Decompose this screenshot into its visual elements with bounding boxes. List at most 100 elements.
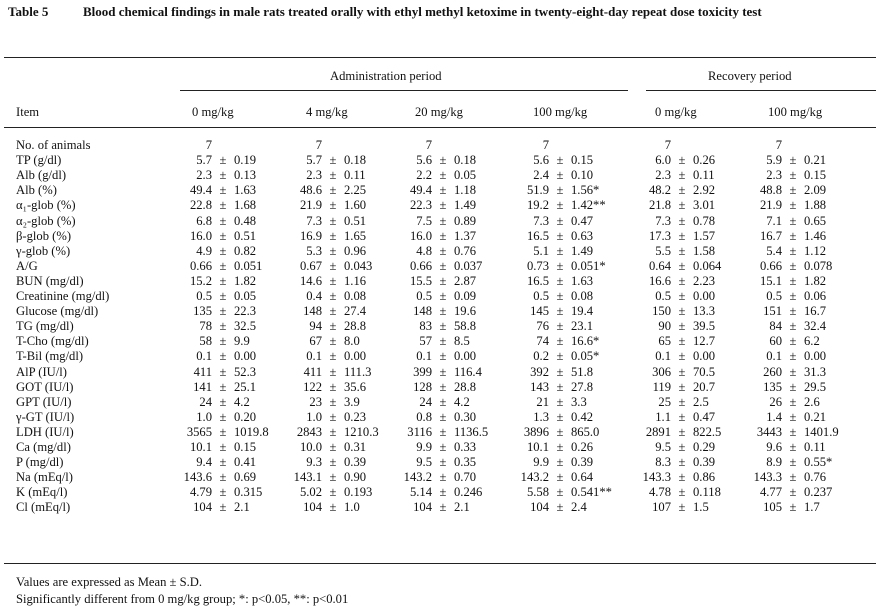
- cell-mean: 9.5: [416, 455, 432, 470]
- row-item-label: Na (mEq/l): [16, 470, 74, 485]
- row-item-label: No. of animals: [16, 138, 91, 152]
- cell-plus-minus: ±: [439, 168, 447, 183]
- cell-mean: 0.66: [759, 258, 782, 273]
- cell-sd: 0.246: [454, 485, 483, 500]
- cell-sd: 0.043: [344, 258, 373, 273]
- cell-mean: 1.1: [655, 409, 671, 424]
- table-row: No. of animals 7 7 7 7 7 7: [0, 138, 881, 153]
- cell-sd: 0.89: [454, 213, 477, 228]
- cell-sd: 1.88: [804, 198, 827, 213]
- cell-mean: 2.3: [655, 168, 671, 183]
- cell-sd: 27.8: [571, 379, 594, 394]
- cell-sd: 0.90: [344, 470, 367, 485]
- cell-sd: 19.6: [454, 304, 477, 319]
- table-row: γ-glob (%) 4.9 ±0.82 5.3 ±0.96 4.8 ±0.76 5.1 ±1.…: [0, 244, 881, 259]
- cell-sd: 16.6*: [571, 334, 600, 349]
- cell-sd: 822.5: [693, 424, 722, 439]
- cell-plus-minus: ±: [439, 319, 447, 334]
- cell-plus-minus: ±: [556, 334, 564, 349]
- cell-plus-minus: ±: [678, 485, 686, 500]
- cell-plus-minus: ±: [789, 183, 797, 198]
- cell-mean: 411: [303, 364, 322, 379]
- cell-sd: 0.00: [344, 349, 367, 364]
- cell-sd: 0.70: [454, 470, 477, 485]
- cell-sd: 0.315: [234, 485, 263, 500]
- cell-sd: 27.4: [344, 304, 367, 319]
- cell-sd: 2.6: [804, 394, 820, 409]
- cell-plus-minus: ±: [219, 198, 227, 213]
- cell-sd: 0.05*: [571, 349, 600, 364]
- cell-sd: 0.00: [693, 289, 716, 303]
- col-header-admin-20: 20 mg/kg: [415, 105, 463, 119]
- cell-mean: 8.3: [655, 455, 671, 470]
- col-header-admin-100: 100 mg/kg: [533, 105, 588, 119]
- table-row: T-Bil (mg/dl) 0.1 ±0.00 0.1 ±0.00 0.1 ±0.00 0.2…: [0, 349, 881, 364]
- cell-plus-minus: ±: [556, 153, 564, 168]
- cell-mean: 135: [193, 304, 212, 319]
- cell-mean: 141: [193, 379, 212, 394]
- cell-mean: 1.3: [533, 409, 549, 424]
- cell-plus-minus: ±: [678, 364, 686, 379]
- cell-mean: 104: [193, 500, 212, 515]
- cell-sd: 0.19: [234, 153, 257, 168]
- cell-mean: 4.78: [648, 485, 671, 500]
- cell-mean: 9.4: [196, 455, 212, 470]
- header-rule: [4, 127, 876, 128]
- cell-mean: 7: [664, 138, 671, 152]
- cell-sd: 4.2: [234, 394, 250, 409]
- cell-plus-minus: ±: [219, 470, 227, 485]
- cell-mean: 15.5: [409, 273, 432, 288]
- cell-mean: 5.02: [299, 485, 322, 500]
- administration-span-rule: [180, 90, 628, 91]
- cell-plus-minus: ±: [678, 258, 686, 273]
- cell-plus-minus: ±: [556, 440, 564, 454]
- cell-mean: 21.9: [299, 198, 322, 213]
- cell-plus-minus: ±: [678, 379, 686, 394]
- cell-mean: 15.2: [189, 273, 212, 288]
- cell-plus-minus: ±: [439, 243, 447, 258]
- cell-mean: 21.8: [648, 198, 671, 213]
- table-row: P (mg/dl) 9.4 ±0.41 9.3 ±0.39 9.5 ±0.35 9.9 ±0.3…: [0, 455, 881, 470]
- cell-mean: 0.5: [766, 289, 782, 303]
- cell-mean: 7.1: [766, 213, 782, 228]
- recovery-span-rule: [646, 90, 876, 91]
- row-item-label: T-Bil (mg/dl): [16, 349, 84, 364]
- cell-plus-minus: ±: [556, 243, 564, 258]
- cell-plus-minus: ±: [556, 409, 564, 424]
- table-row: Na (mEq/l) 143.6 ±0.69 143.1 ±0.90 143.2 ±0.70…: [0, 470, 881, 485]
- cell-sd: 28.8: [344, 319, 367, 334]
- cell-mean: 22.3: [409, 198, 432, 213]
- cell-sd: 116.4: [454, 364, 482, 379]
- cell-sd: 0.15: [571, 153, 594, 168]
- cell-plus-minus: ±: [678, 455, 686, 470]
- cell-plus-minus: ±: [789, 304, 797, 319]
- cell-mean: 90: [658, 319, 671, 334]
- cell-plus-minus: ±: [439, 213, 447, 228]
- cell-plus-minus: ±: [219, 379, 227, 394]
- cell-mean: 10.1: [189, 440, 212, 454]
- cell-mean: 5.6: [533, 153, 549, 168]
- col-header-admin-0: 0 mg/kg: [192, 105, 234, 119]
- cell-mean: 67: [309, 334, 322, 349]
- cell-mean: 9.9: [533, 455, 549, 470]
- cell-sd: 0.35: [454, 455, 477, 470]
- cell-mean: 7: [425, 138, 432, 152]
- cell-mean: 7.5: [416, 213, 432, 228]
- row-item-label: K (mEq/l): [16, 485, 68, 500]
- cell-plus-minus: ±: [219, 168, 227, 183]
- cell-mean: 3896: [523, 424, 549, 439]
- cell-mean: 16.0: [409, 228, 432, 243]
- col-header-item: Item: [16, 105, 40, 119]
- note-mean-sd: Values are expressed as Mean ± S.D.: [16, 575, 202, 589]
- cell-sd: 0.10: [571, 168, 594, 183]
- cell-mean: 128: [413, 379, 432, 394]
- cell-sd: 1.7: [804, 500, 820, 515]
- cell-mean: 19.2: [526, 198, 549, 213]
- cell-plus-minus: ±: [789, 364, 797, 379]
- cell-sd: 1.5: [693, 500, 709, 515]
- cell-plus-minus: ±: [219, 228, 227, 243]
- row-item-label: LDH (IU/l): [16, 424, 74, 439]
- cell-plus-minus: ±: [329, 364, 337, 379]
- cell-plus-minus: ±: [678, 349, 686, 364]
- cell-sd: 8.0: [344, 334, 360, 349]
